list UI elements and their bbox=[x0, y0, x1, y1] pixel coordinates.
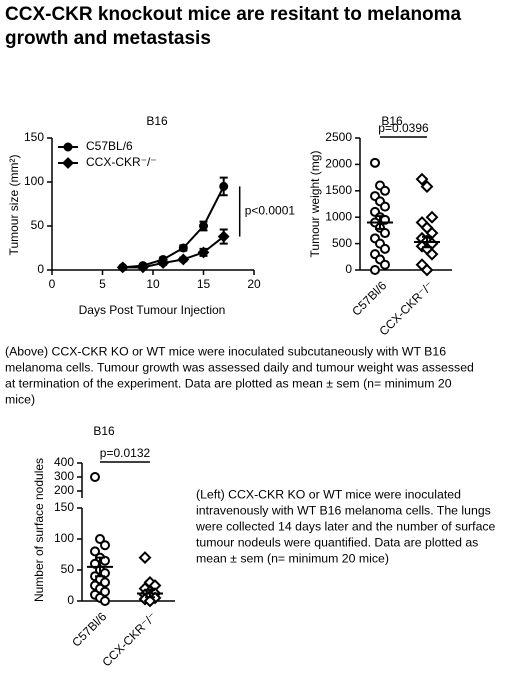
y-tick-label: 500 bbox=[332, 236, 352, 250]
y-tick-label: 150 bbox=[54, 500, 74, 514]
y-tick-label: 1000 bbox=[325, 209, 352, 223]
chart-title: B16 bbox=[381, 114, 403, 128]
page-title: CCX-CKR knockout mice are resitant to me… bbox=[5, 4, 462, 25]
marker bbox=[90, 546, 100, 557]
marker bbox=[199, 221, 208, 231]
legend-label: CCX-CKR⁻/⁻ bbox=[86, 155, 157, 169]
x-tick-label: 0 bbox=[49, 277, 56, 291]
marker bbox=[177, 253, 190, 266]
marker bbox=[100, 586, 110, 597]
y-tick-label: 100 bbox=[54, 531, 74, 545]
annotation: p=0.0396 bbox=[378, 121, 429, 135]
x-tick-label: C57Bl/6 bbox=[349, 278, 389, 318]
marker bbox=[62, 157, 74, 169]
marker bbox=[420, 263, 434, 277]
marker bbox=[138, 551, 152, 565]
x-tick-label: CCX-CKR⁻/⁻ bbox=[99, 609, 159, 669]
marker bbox=[219, 181, 229, 191]
y-tick-label: 50 bbox=[31, 218, 45, 232]
marker bbox=[425, 210, 439, 224]
x-axis-label: Days Post Tumour Injection bbox=[79, 303, 226, 317]
marker bbox=[370, 157, 380, 168]
y-tick-label: 50 bbox=[61, 562, 75, 576]
y-tick-label: 100 bbox=[24, 174, 44, 188]
marker bbox=[415, 172, 429, 186]
marker bbox=[425, 247, 439, 261]
y-tick-label: 200 bbox=[54, 483, 74, 497]
y-tick-label: 2000 bbox=[325, 157, 352, 171]
marker bbox=[90, 472, 100, 482]
marker bbox=[100, 596, 110, 606]
y-tick-label: 0 bbox=[67, 593, 74, 607]
marker bbox=[100, 577, 110, 588]
marker bbox=[136, 261, 149, 274]
y-axis-label: Tumour weight (mg) bbox=[308, 151, 322, 258]
y-axis-label: Tumour size (mm²) bbox=[7, 155, 21, 256]
x-tick-label: 20 bbox=[247, 277, 261, 291]
y-axis-label: Number of surface nodules bbox=[32, 458, 46, 602]
legend-label: C57BL/6 bbox=[86, 139, 133, 153]
marker bbox=[63, 142, 73, 152]
caption: at termination of the experiment. Data a… bbox=[5, 376, 452, 390]
marker bbox=[380, 228, 390, 239]
caption: tumour nodeuls were quantified. Data are… bbox=[196, 535, 478, 549]
marker bbox=[217, 230, 230, 243]
marker bbox=[380, 201, 390, 212]
marker bbox=[100, 540, 110, 551]
page-title: growth and metastasis bbox=[5, 28, 211, 49]
marker bbox=[143, 594, 157, 608]
chart-title: B16 bbox=[146, 114, 168, 128]
sem-bar bbox=[422, 235, 432, 249]
marker bbox=[370, 265, 380, 275]
y-tick-label: 1500 bbox=[325, 183, 352, 197]
caption: mice) bbox=[5, 392, 35, 406]
series-line bbox=[122, 185, 225, 269]
marker bbox=[197, 246, 210, 259]
caption: (Left) CCX-CKR KO or WT mice were inocul… bbox=[196, 487, 461, 501]
marker bbox=[116, 261, 129, 274]
chart-title: B16 bbox=[93, 424, 115, 438]
y-tick-label: 0 bbox=[37, 262, 44, 276]
x-tick-label: 5 bbox=[99, 277, 106, 291]
sem-bar bbox=[95, 556, 105, 578]
caption: melanoma cells. Tumour growth was assess… bbox=[5, 360, 474, 374]
marker bbox=[178, 243, 188, 253]
y-tick-label: 0 bbox=[345, 262, 352, 276]
y-tick-label: 400 bbox=[54, 455, 74, 469]
caption: (Above) CCX-CKR KO or WT mice were inocu… bbox=[5, 344, 446, 358]
x-tick-label: C57Bl/6 bbox=[69, 609, 109, 649]
marker bbox=[380, 243, 390, 254]
marker bbox=[95, 534, 105, 544]
sem-bar bbox=[375, 215, 385, 230]
marker bbox=[420, 180, 434, 193]
marker bbox=[380, 185, 390, 196]
sem-bar bbox=[145, 588, 155, 599]
caption: mean ± sem (n= minimum 20 mice) bbox=[196, 551, 389, 565]
annotation: p=0.0132 bbox=[100, 446, 151, 460]
marker bbox=[157, 257, 170, 269]
caption: were collected 14 days later and the num… bbox=[195, 519, 496, 533]
marker bbox=[380, 259, 390, 270]
y-tick-label: 2500 bbox=[325, 130, 352, 144]
x-tick-label: 15 bbox=[197, 277, 211, 291]
y-tick-label: 150 bbox=[24, 130, 44, 144]
y-tick-label: 300 bbox=[54, 469, 74, 483]
annotation: p<0.0001 bbox=[245, 204, 296, 218]
x-tick-label: 10 bbox=[146, 277, 160, 291]
caption: intravenously with WT B16 melanoma cells… bbox=[196, 503, 491, 517]
